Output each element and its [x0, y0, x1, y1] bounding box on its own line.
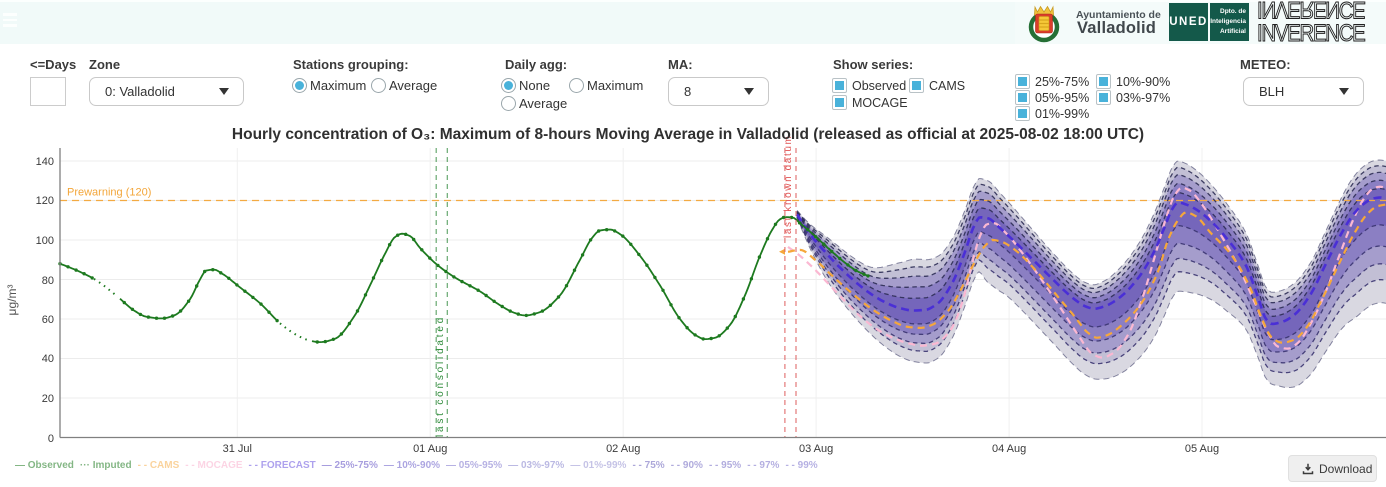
svg-text:120: 120 [36, 195, 54, 207]
svg-text:31 Jul: 31 Jul [223, 443, 252, 455]
svg-text:last known datum: last known datum [783, 135, 794, 238]
svg-text:02 Aug: 02 Aug [606, 443, 640, 455]
svg-text:INVERENCE: INVERENCE [1257, 19, 1365, 44]
svg-text:01 Aug: 01 Aug [413, 443, 447, 455]
svg-text:20: 20 [42, 393, 54, 405]
svg-text:Prewarning (120): Prewarning (120) [67, 187, 151, 199]
svg-text:60: 60 [42, 314, 54, 326]
svg-text:140: 140 [36, 156, 54, 168]
svg-text:μg/m³: μg/m³ [5, 285, 19, 316]
svg-text:40: 40 [42, 353, 54, 365]
svg-text:80: 80 [42, 275, 54, 287]
svg-text:0: 0 [48, 433, 54, 445]
svg-text:INVERENCE: INVERENCE [1257, 0, 1365, 24]
svg-text:100: 100 [36, 235, 54, 247]
svg-text:03 Aug: 03 Aug [799, 443, 833, 455]
svg-text:Hourly concentration of O₃: Ma: Hourly concentration of O₃: Maximum of 8… [232, 126, 1144, 143]
svg-text:last consolidated: last consolidated [435, 315, 446, 437]
svg-text:05 Aug: 05 Aug [1185, 443, 1219, 455]
svg-text:04 Aug: 04 Aug [992, 443, 1026, 455]
